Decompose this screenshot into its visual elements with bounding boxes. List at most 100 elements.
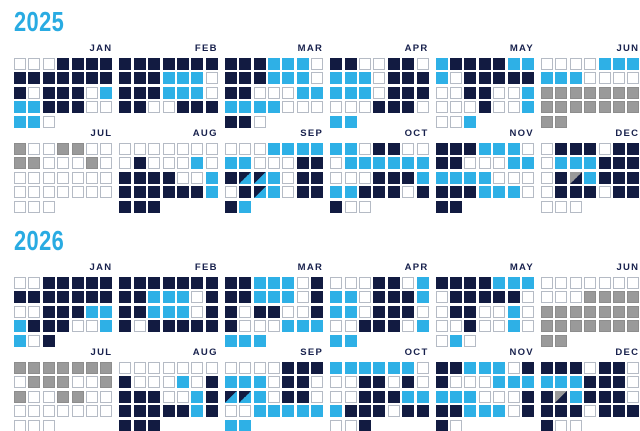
day-cell-oct-9 bbox=[344, 376, 357, 389]
day-cell-oct-11 bbox=[373, 376, 386, 389]
day-cell-feb-10 bbox=[148, 72, 161, 85]
day-cell-may-14 bbox=[521, 72, 534, 85]
day-cell-mar-26 bbox=[282, 101, 295, 114]
day-cell-apr-11 bbox=[373, 72, 386, 85]
day-cell-mar-4 bbox=[267, 58, 280, 70]
day-cell-jun-12 bbox=[598, 291, 611, 304]
day-cell-sep-3 bbox=[253, 362, 266, 374]
day-cell-feb-26 bbox=[176, 320, 189, 333]
day-cell-aug-15 bbox=[119, 390, 132, 403]
day-cell-mar-29 bbox=[224, 334, 237, 347]
day-cell-mar-23 bbox=[239, 101, 252, 114]
day-cell-dec-23 bbox=[555, 186, 568, 199]
day-cell-nov-30 bbox=[449, 200, 462, 213]
day-cell-aug-11 bbox=[162, 157, 175, 170]
day-cell-mar-17 bbox=[253, 86, 266, 99]
day-cell-mar-18 bbox=[267, 305, 280, 318]
day-cell-apr-10 bbox=[358, 291, 371, 304]
day-cell-jan-24 bbox=[42, 101, 55, 114]
day-cell-jan-2 bbox=[28, 58, 41, 70]
year-title-2026: 2026 bbox=[14, 225, 65, 256]
day-cell-dec-1 bbox=[540, 143, 553, 155]
day-cell-aug-22 bbox=[119, 405, 132, 418]
day-cell-jan-25 bbox=[57, 101, 70, 114]
day-cell-mar-18 bbox=[267, 86, 280, 99]
month-day-grid bbox=[14, 58, 113, 128]
day-cell-mar-24 bbox=[253, 320, 266, 333]
day-cell-jun-26 bbox=[598, 320, 611, 333]
month-label: APR bbox=[404, 262, 429, 273]
day-cell-jul-12 bbox=[71, 376, 84, 389]
day-cell-may-19 bbox=[493, 305, 506, 318]
day-cell-oct-14 bbox=[416, 157, 429, 170]
day-cell-sep-29 bbox=[224, 200, 237, 213]
day-cell-sep-1 bbox=[224, 143, 237, 155]
day-cell-sep-5 bbox=[282, 143, 295, 155]
day-cell-oct-2 bbox=[344, 362, 357, 374]
day-cell-sep-27 bbox=[296, 405, 309, 418]
day-cell-mar-31 bbox=[253, 334, 266, 347]
day-cell-jan-20 bbox=[85, 305, 98, 318]
month-day-grid bbox=[435, 143, 534, 213]
day-cell-sep-20 bbox=[296, 171, 309, 184]
day-cell-aug-31 bbox=[148, 419, 161, 431]
day-cell-nov-5 bbox=[493, 362, 506, 374]
day-cell-dec-25 bbox=[584, 186, 597, 199]
month-nov-2025: NOV bbox=[435, 128, 534, 213]
day-cell-may-1 bbox=[435, 277, 448, 289]
day-cell-jun-14 bbox=[627, 72, 640, 85]
day-cell-aug-24 bbox=[148, 405, 161, 418]
day-cell-aug-10 bbox=[148, 376, 161, 389]
day-cell-aug-23 bbox=[133, 186, 146, 199]
day-cell-dec-7 bbox=[627, 143, 640, 155]
day-cell-oct-1 bbox=[330, 362, 343, 374]
day-cell-may-20 bbox=[507, 305, 520, 318]
day-cell-apr-5 bbox=[387, 58, 400, 70]
day-cell-dec-21 bbox=[627, 171, 640, 184]
day-cell-jun-9 bbox=[555, 72, 568, 85]
day-cell-oct-30 bbox=[344, 419, 357, 431]
day-cell-jan-27 bbox=[85, 101, 98, 114]
day-cell-apr-11 bbox=[373, 291, 386, 304]
day-cell-aug-14 bbox=[205, 376, 218, 389]
day-cell-aug-12 bbox=[176, 157, 189, 170]
day-cell-sep-8 bbox=[224, 376, 237, 389]
day-cell-jul-26 bbox=[71, 186, 84, 199]
day-cell-feb-5 bbox=[176, 277, 189, 289]
day-cell-dec-31 bbox=[569, 200, 582, 213]
day-cell-aug-9 bbox=[133, 157, 146, 170]
day-cell-apr-10 bbox=[358, 72, 371, 85]
day-cell-sep-17 bbox=[253, 171, 266, 184]
day-cell-mar-29 bbox=[224, 115, 237, 128]
day-cell-aug-7 bbox=[205, 143, 218, 155]
day-cell-nov-20 bbox=[507, 390, 520, 403]
day-cell-oct-10 bbox=[358, 157, 371, 170]
day-cell-sep-7 bbox=[311, 362, 324, 374]
month-day-grid bbox=[330, 58, 429, 128]
day-cell-sep-21 bbox=[311, 390, 324, 403]
day-cell-aug-7 bbox=[205, 362, 218, 374]
day-cell-may-21 bbox=[521, 305, 534, 318]
day-cell-nov-13 bbox=[507, 376, 520, 389]
month-label: MAR bbox=[297, 43, 324, 54]
day-cell-sep-6 bbox=[296, 143, 309, 155]
day-cell-dec-16 bbox=[555, 171, 568, 184]
day-cell-jun-28 bbox=[627, 101, 640, 114]
day-cell-apr-20 bbox=[402, 305, 415, 318]
day-cell-nov-11 bbox=[478, 376, 491, 389]
day-cell-mar-11 bbox=[267, 291, 280, 304]
day-cell-oct-16 bbox=[344, 390, 357, 403]
day-cell-jul-25 bbox=[57, 405, 70, 418]
month-day-grid bbox=[14, 277, 113, 347]
day-cell-aug-24 bbox=[148, 186, 161, 199]
day-cell-oct-31 bbox=[358, 200, 371, 213]
day-cell-nov-3 bbox=[464, 143, 477, 155]
day-cell-jan-9 bbox=[28, 72, 41, 85]
month-feb-2025: FEB bbox=[119, 43, 218, 128]
day-cell-oct-28 bbox=[416, 186, 429, 199]
day-cell-apr-22 bbox=[330, 101, 343, 114]
month-sep-2025: SEP bbox=[224, 128, 324, 213]
day-cell-jul-20 bbox=[85, 171, 98, 184]
day-cell-feb-8 bbox=[119, 72, 132, 85]
day-cell-jul-18 bbox=[57, 390, 70, 403]
